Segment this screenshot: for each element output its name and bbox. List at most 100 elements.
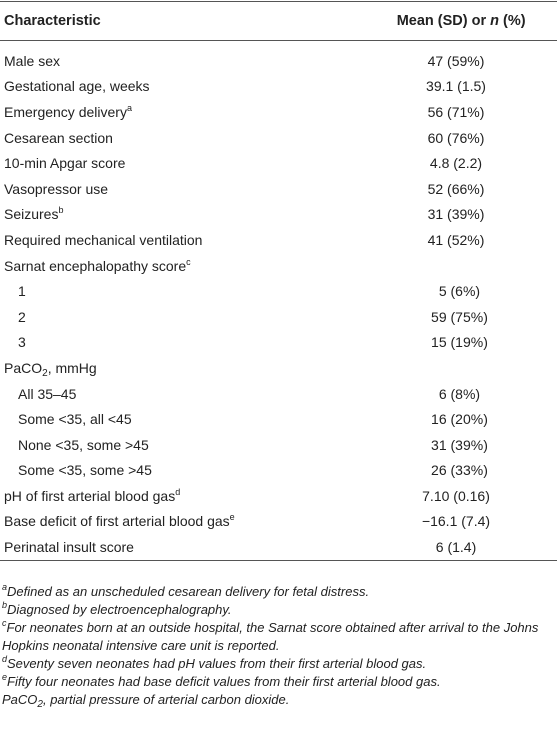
label-text: 2 — [18, 308, 26, 325]
superscript: d — [175, 486, 181, 497]
footnote-text: , partial pressure of arterial carbon di… — [42, 692, 290, 707]
label-text: pH of first arterial blood gas — [4, 487, 176, 504]
footnote-mark: a — [2, 582, 8, 592]
table-row: Cesarean section 60 (76%) — [0, 125, 557, 151]
value-cell: 52 (66%) — [427, 180, 485, 197]
label-text: 10-min Apgar score — [4, 155, 126, 172]
table-row: 2 59 (75%) — [0, 304, 557, 330]
label-text: Seizures — [4, 206, 59, 223]
label-text: , mmHg — [47, 359, 97, 376]
superscript: a — [126, 102, 132, 113]
table-row: Emergency deliverya 56 (71%) — [0, 99, 557, 125]
superscript: e — [229, 512, 235, 523]
label-text: Sarnat encephalopathy score — [4, 257, 187, 274]
label-cell: 3 — [0, 334, 340, 350]
value-cell: 26 (33%) — [431, 462, 488, 479]
header-text: (%) — [499, 13, 526, 29]
label-text: 3 — [18, 334, 26, 351]
value-cell: 39.1 (1.5) — [426, 78, 486, 95]
table-row: 10-min Apgar score 4.8 (2.2) — [0, 150, 557, 176]
label-text: Base deficit of first arterial blood gas — [4, 513, 230, 530]
footnote: dSeventy seven neonates had pH values fr… — [2, 655, 555, 673]
label-cell: pH of first arterial blood gasd — [0, 486, 334, 504]
value-cell: 60 (76%) — [427, 129, 485, 146]
table-row: PaCO2, mmHg — [0, 355, 557, 381]
label-text: PaCO — [4, 359, 43, 376]
label-text: Some <35, some >45 — [18, 462, 152, 479]
label-cell: Perinatal insult score — [0, 539, 334, 555]
superscript: c — [186, 256, 191, 267]
footnote-mark: e — [2, 672, 8, 682]
table-row: Gestational age, weeks 39.1 (1.5) — [0, 74, 557, 100]
label-cell: Vasopressor use — [0, 181, 334, 197]
footnote-text: Fifty four neonates had base deficit val… — [7, 674, 441, 689]
label-cell: Male sex — [0, 53, 334, 69]
footnote: PaCO2, partial pressure of arterial carb… — [2, 691, 555, 710]
value-cell: 31 (39%) — [431, 436, 488, 453]
label-text: Some <35, all <45 — [18, 411, 132, 428]
value-cell: 59 (75%) — [431, 308, 488, 325]
footnote-text: Seventy seven neonates had pH values fro… — [7, 656, 427, 671]
label-cell: Some <35, all <45 — [0, 411, 340, 427]
value-cell: 5 (6%) — [438, 283, 481, 300]
label-text: Cesarean section — [4, 129, 113, 146]
label-text: Vasopressor use — [4, 180, 109, 197]
value-cell: 4.8 (2.2) — [429, 155, 483, 172]
footnote-mark: c — [2, 618, 7, 628]
table-row: Sarnat encephalopathy scorec — [0, 253, 557, 279]
table-row: All 35–45 6 (8%) — [0, 381, 557, 407]
value-cell: 31 (39%) — [427, 206, 485, 223]
footnote: aDefined as an unscheduled cesarean deli… — [2, 583, 555, 601]
value-cell: 15 (19%) — [431, 334, 488, 351]
label-cell: 2 — [0, 309, 340, 325]
table-row: Seizuresb 31 (39%) — [0, 202, 557, 228]
label-text: Male sex — [4, 52, 61, 69]
table-row: pH of first arterial blood gasd 7.10 (0.1… — [0, 483, 557, 509]
header-row: Characteristic Mean (SD) or n (%) — [0, 2, 557, 41]
label-text: 1 — [18, 283, 26, 300]
label-text: Gestational age, weeks — [4, 78, 150, 95]
value-cell: 16 (20%) — [431, 411, 488, 428]
footnote-text: For neonates born at an outside hospital… — [2, 620, 539, 653]
label-text: Emergency delivery — [4, 103, 127, 120]
header-cell: Characteristic — [4, 13, 101, 29]
table-row: Vasopressor use 52 (66%) — [0, 176, 557, 202]
table-row: 3 15 (19%) — [0, 330, 557, 356]
value-cell: 56 (71%) — [427, 103, 485, 120]
value-cell: 6 (1.4) — [435, 539, 477, 556]
footnote-text: PaCO — [2, 692, 38, 707]
label-text: All 35–45 — [18, 385, 77, 402]
value-cell: 41 (52%) — [427, 231, 485, 248]
label-cell: None <35, some >45 — [0, 437, 340, 453]
table-row: Male sex 47 (59%) — [0, 48, 557, 74]
table-row: Perinatal insult score 6 (1.4) — [0, 534, 557, 560]
value-cell: 6 (8%) — [438, 385, 481, 402]
table-row: Required mechanical ventilation 41 (52%) — [0, 227, 557, 253]
label-text: None <35, some >45 — [18, 436, 149, 453]
label-text: Required mechanical ventilation — [4, 231, 203, 248]
subscript: 2 — [37, 699, 43, 710]
footnote-text: Diagnosed by electroencephalography. — [7, 602, 232, 617]
label-cell: Some <35, some >45 — [0, 462, 340, 478]
label-cell: Base deficit of first arterial blood gas… — [0, 512, 334, 530]
superscript: b — [58, 205, 64, 216]
table-row: Some <35, some >45 26 (33%) — [0, 458, 557, 484]
label-text: Perinatal insult score — [4, 539, 134, 556]
label-cell: Emergency deliverya — [0, 102, 334, 120]
value-cell: 47 (59%) — [427, 52, 485, 69]
value-cell: −16.1 (7.4) — [421, 513, 491, 530]
table-row: Some <35, all <45 16 (20%) — [0, 406, 557, 432]
header-text: n — [490, 13, 499, 29]
label-cell: Required mechanical ventilation — [0, 232, 334, 248]
label-cell: PaCO2, mmHg — [0, 359, 334, 379]
footnote-mark: d — [2, 654, 8, 664]
label-cell: All 35–45 — [0, 386, 340, 402]
subscript: 2 — [42, 367, 48, 379]
label-cell: Seizuresb — [0, 205, 334, 223]
footnote-mark: b — [2, 600, 8, 610]
label-cell: 10-min Apgar score — [0, 155, 334, 171]
table-row: Base deficit of first arterial blood gas… — [0, 509, 557, 535]
label-cell: 1 — [0, 283, 340, 299]
label-cell: Gestational age, weeks — [0, 78, 334, 94]
